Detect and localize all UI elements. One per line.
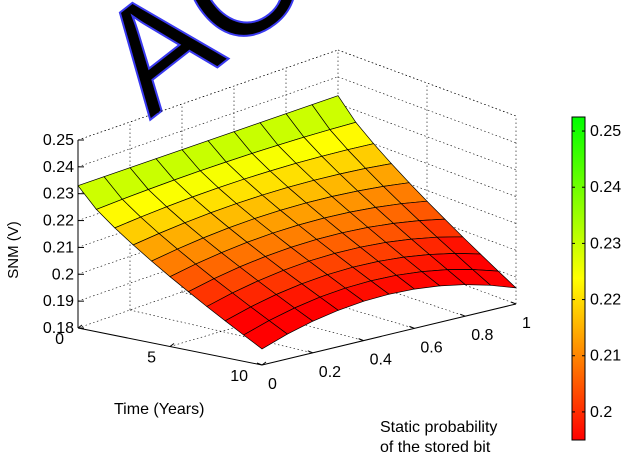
z-tick-label: 0.21 xyxy=(43,239,74,256)
colorbar-tick-label: 0.24 xyxy=(590,179,621,196)
x-axis-label: Time (Years) xyxy=(114,401,204,418)
surface-patch xyxy=(471,269,517,289)
y-tick-mark xyxy=(358,338,364,342)
y-axis-line xyxy=(261,303,517,366)
z-axis-label: SNM (V) xyxy=(5,221,22,279)
colorbar-gradient xyxy=(571,116,586,441)
z-tick-label: 0.22 xyxy=(43,213,74,230)
y-tick-mark xyxy=(460,313,466,317)
y-tick-label: 0.2 xyxy=(319,364,341,381)
z-tick-label: 0.24 xyxy=(43,159,74,176)
colorbar-tick-label: 0.22 xyxy=(590,292,621,309)
z-tick-label: 0.18 xyxy=(43,320,74,337)
y-tick-label: 0.6 xyxy=(420,339,442,356)
grid-line xyxy=(77,76,339,168)
y-tick-mark xyxy=(307,350,313,354)
colorbar-tick-label: 0.21 xyxy=(590,348,621,365)
x-tick-mark xyxy=(169,343,175,347)
y-tick-mark xyxy=(256,362,263,366)
x-tick-mark xyxy=(261,361,267,366)
y-tick-label: 0.8 xyxy=(471,327,493,344)
x-tick-label: 10 xyxy=(230,368,248,385)
x-tick-label: 5 xyxy=(147,350,156,367)
x-tick-mark xyxy=(77,324,83,329)
colorbar-tick-label: 0.23 xyxy=(590,235,621,252)
z-tick-label: 0.19 xyxy=(43,293,74,310)
y-tick-mark xyxy=(409,325,415,329)
colorbar: 0.2 0.21 0.22 0.23 0.24 0.25 xyxy=(571,116,621,441)
grid-line xyxy=(233,273,415,329)
z-tick-label: 0.2 xyxy=(52,266,74,283)
surface xyxy=(77,95,517,350)
z-tick-label: 0.23 xyxy=(43,186,74,203)
y-tick-label: 1 xyxy=(522,315,531,332)
grid-line xyxy=(181,291,364,341)
grid-line xyxy=(77,49,339,141)
axis-labels: SNM (V) Time (Years) Static probability … xyxy=(5,221,497,456)
y-axis-label-line-2: of the stored bit xyxy=(380,439,491,456)
y-axis-label-line-1: Static probability xyxy=(380,419,497,436)
colorbar-tick-label: 0.25 xyxy=(590,123,621,140)
y-tick-mark xyxy=(510,301,517,305)
x-tick-label: 0 xyxy=(55,331,64,348)
axis-ticks: 0.18 0.19 0.2 0.21 0.22 0.23 0.24 0.25 0 5 10 0 0.2 0… xyxy=(43,132,531,393)
grid-line xyxy=(129,309,313,354)
y-tick-label: 0 xyxy=(268,376,277,393)
surface-patch xyxy=(242,320,289,350)
grid-line xyxy=(169,270,428,347)
colorbar-tick-label: 0.2 xyxy=(590,404,612,421)
z-tick-label: 0.25 xyxy=(43,132,74,149)
y-tick-label: 0.4 xyxy=(370,352,392,369)
